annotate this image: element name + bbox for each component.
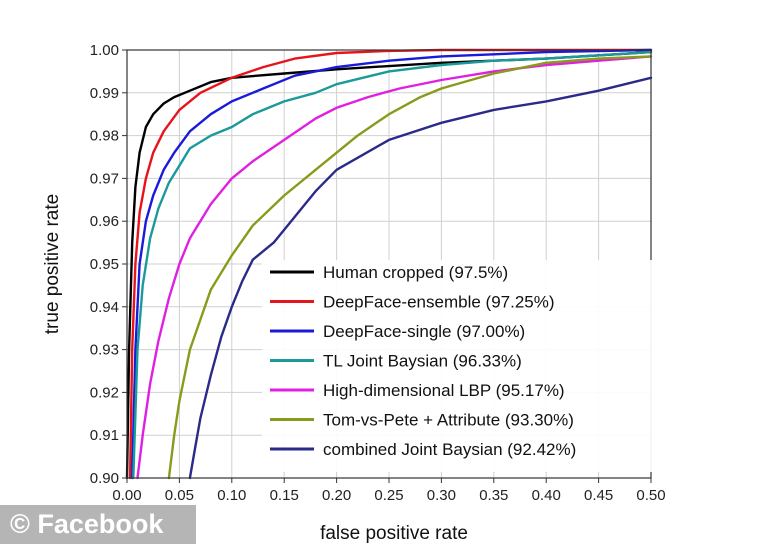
x-tick-label: 0.30 [427, 487, 456, 504]
x-tick-label: 0.15 [270, 487, 299, 504]
y-tick-label: 0.94 [90, 299, 119, 316]
series-line-7 [188, 76, 653, 480]
legend-entry: combined Joint Baysian (92.42%) [323, 440, 576, 459]
x-tick-label: 0.50 [636, 487, 665, 504]
x-tick-label: 0.40 [532, 487, 561, 504]
roc-curves [125, 48, 653, 480]
series-line-2 [128, 48, 653, 480]
series-line-3 [130, 48, 653, 480]
y-tick-label: 1.00 [90, 42, 119, 59]
x-axis-title: false positive rate [320, 523, 468, 544]
x-axis-ticks: 0.00 0.05 0.10 0.15 0.20 0.25 0.30 0.35 0.40 0.45… [112, 478, 666, 504]
series-line-6 [167, 55, 653, 480]
y-tick-label: 0.90 [90, 470, 119, 487]
y-tick-label: 0.92 [90, 384, 119, 401]
x-tick-label: 0.10 [217, 487, 246, 504]
series-line-4 [132, 50, 653, 480]
x-tick-label: 0.05 [165, 487, 194, 504]
y-tick-label: 0.97 [90, 170, 119, 187]
legend-entry: DeepFace-single (97.00%) [323, 322, 525, 341]
legend-entry: High-dimensional LBP (95.17%) [323, 381, 565, 400]
y-tick-label: 0.91 [90, 427, 119, 444]
legend-entry: Human cropped (97.5%) [323, 263, 508, 282]
y-tick-label: 0.96 [90, 213, 119, 230]
legend-entry: TL Joint Baysian (96.33%) [323, 352, 522, 371]
y-tick-label: 0.98 [90, 128, 119, 145]
series-line-5 [136, 55, 653, 480]
y-tick-label: 0.93 [90, 342, 119, 359]
x-tick-label: 0.45 [584, 487, 613, 504]
x-tick-label: 0.25 [374, 487, 403, 504]
y-tick-label: 0.99 [90, 85, 119, 102]
legend-entry: Tom-vs-Pete + Attribute (93.30%) [323, 411, 574, 430]
legend: Human cropped (97.5%) DeepFace-ensemble (… [262, 260, 674, 472]
series-line-1 [125, 50, 653, 480]
y-tick-label: 0.95 [90, 256, 119, 273]
y-axis-title: true positive rate [42, 194, 63, 334]
x-tick-label: 0.35 [479, 487, 508, 504]
legend-background [262, 260, 674, 472]
x-tick-label: 0.00 [112, 487, 141, 504]
y-axis-ticks: 0.90 0.91 0.92 0.93 0.94 0.95 0.96 0.97 0.98 0.99… [90, 42, 127, 487]
facebook-watermark: © Facebook [0, 505, 196, 544]
x-tick-label: 0.20 [322, 487, 351, 504]
legend-entry: DeepFace-ensemble (97.25%) [323, 293, 555, 312]
